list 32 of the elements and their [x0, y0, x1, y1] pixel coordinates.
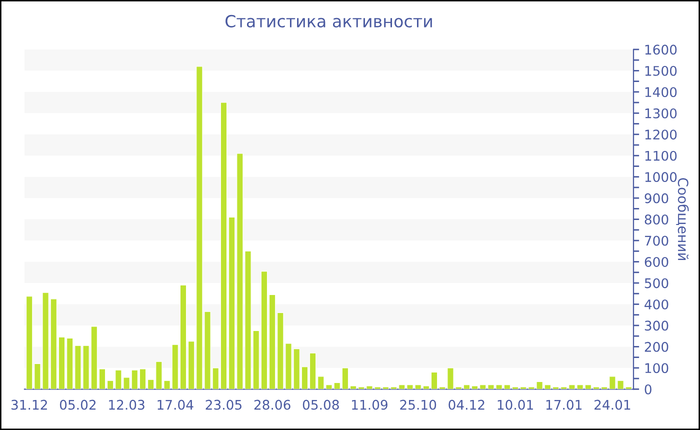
chart-title: Статистика активности	[226, 14, 432, 28]
y-tick-label: 1400	[645, 87, 677, 98]
x-tick-label: 05.02	[60, 400, 96, 410]
y-axis-title: Сообщений	[676, 178, 689, 260]
x-tick-label: 24.01	[594, 400, 630, 410]
x-tick-label: 17.04	[158, 400, 194, 410]
x-tick-label: 31.12	[11, 400, 47, 410]
x-tick-label: 12.03	[109, 400, 144, 410]
y-tick-label: 1500	[645, 66, 677, 76]
y-tick-label: 1600	[645, 44, 677, 55]
y-tick-label: 200	[644, 342, 668, 352]
y-tick-label: 1100	[645, 150, 677, 161]
y-tick-label: 800	[644, 214, 668, 224]
y-tick-label: 700	[645, 236, 668, 246]
x-tick-label: 28.06	[254, 400, 290, 410]
y-tick-label: 1200	[645, 130, 677, 140]
x-tick-label: 04.12	[448, 400, 484, 410]
y-tick-label: 0	[644, 384, 652, 394]
x-tick-label: 10.01	[498, 400, 533, 410]
x-tick-label: 17.01	[546, 400, 582, 410]
y-tick-label: 600	[644, 256, 668, 267]
x-tick-label: 11.09	[352, 400, 388, 410]
x-tick-label: 25.10	[400, 400, 436, 410]
y-tick-label: 900	[644, 193, 668, 204]
y-tick-label: 500	[644, 278, 668, 288]
x-tick-label: 05.08	[302, 400, 339, 410]
y-tick-label: 300	[644, 320, 668, 331]
y-tick-label: 100	[645, 363, 668, 374]
y-tick-label: 400	[644, 299, 668, 310]
y-tick-label: 1000	[645, 172, 677, 182]
x-tick-label: 23.05	[206, 400, 242, 410]
y-tick-label: 1300	[645, 108, 677, 118]
